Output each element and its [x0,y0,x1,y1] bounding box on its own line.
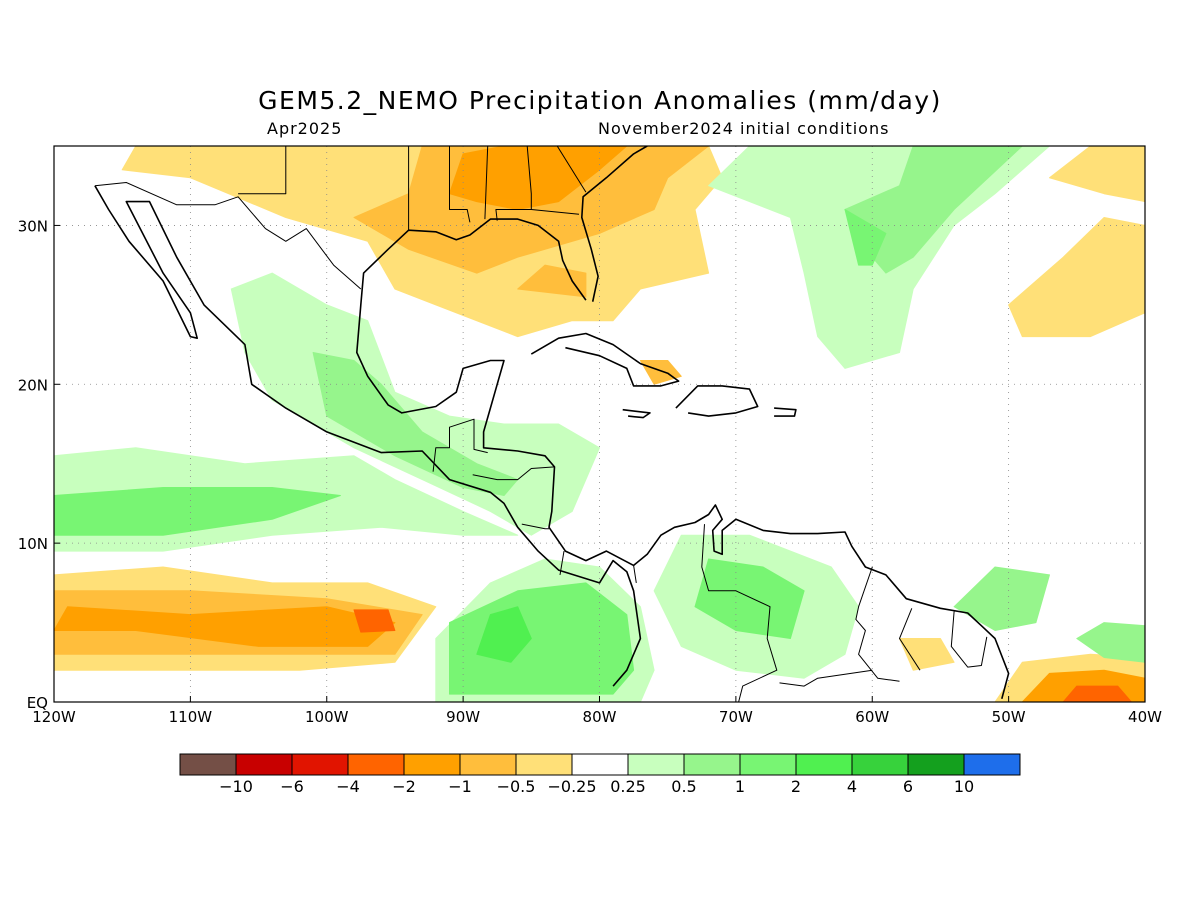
colorbar-swatch [515,753,573,776]
plot-frame [53,145,1146,703]
colorbar-swatch [459,753,517,776]
border-louisiana-mississippi [449,146,471,223]
border-brazil-border [779,669,873,687]
colorbar-label: 6 [902,777,914,796]
anomaly-region-venezuela-wet-core [694,558,805,639]
colorbar-label: −1 [448,777,472,796]
coastline-puerto-rico [774,407,797,417]
border-us-state-lines [238,146,287,195]
border-guyana-suriname [899,608,921,671]
colorbar-swatch [403,753,461,776]
anomaly-region-gulf-coast-dry-max [449,146,628,210]
x-tick-label: 70W [719,708,753,726]
colorbar-swatch [851,753,909,776]
x-tick-label: 50W [992,708,1026,726]
anomaly-region-pacific-itcz-wet-core [54,487,341,536]
anomaly-region-eastern-pacific-dry-max [54,606,396,647]
colorbar-label: 1 [734,777,746,796]
anomaly-region-tropical-atlantic-dry-peak [1062,685,1132,702]
chart-title: GEM5.2_NEMO Precipitation Anomalies (mm/… [258,86,942,115]
border-central-america-borders [472,466,555,481]
colorbar-swatch [963,753,1021,776]
valid-month: Apr2025 [267,119,343,138]
x-tick-label: 100W [305,708,349,726]
anomaly-region-guianas-dry [899,638,955,671]
border-mexico-guatemala [432,418,488,472]
x-tick-label: 80W [583,708,617,726]
border-colombia-venezuela [701,524,778,702]
colorbar-label: −2 [392,777,416,796]
border-us-mexico-border [94,182,362,290]
anomaly-region-panama-wet-max [476,606,532,663]
colorbar-label: 0.5 [671,777,697,796]
border-mississippi-alabama [484,146,489,220]
axis-ticks: 120W 110W 100W 90W 80W 70W 60W 50W 40W EQ 10N 20N 30… [18,217,1162,726]
border-venezuela-guyana [855,566,900,682]
coastline-gulf-caribbean-coast [355,218,1010,700]
anomaly-region-atlantic-wet-north-core [844,146,1023,274]
colorbar-swatch [739,753,797,776]
y-tick-label: EQ [27,694,48,712]
colorbar-swatch [291,753,349,776]
anomaly-shading [54,146,1145,702]
colorbar-swatch [683,753,741,776]
y-tick-label: 20N [18,376,48,394]
coastline-jamaica [622,408,651,419]
anomaly-region-atlantic-wet-inner [844,209,887,266]
border-georgia-carolina [556,146,587,193]
coastline-hispaniola [675,385,759,417]
colorbar-swatch [907,753,965,776]
x-tick-label: 60W [855,708,889,726]
coastline-north-america-pacific-coast [94,185,642,687]
colorbar-label: 10 [953,777,975,796]
anomaly-region-east-atlantic-dry [1008,217,1145,338]
colorbar-swatch [347,753,405,776]
x-tick-label: 110W [169,708,213,726]
colorbar [179,753,1021,776]
border-georgia-florida [531,209,580,215]
coastlines [94,146,1010,702]
anomaly-region-amazon-mouth-wet [953,566,1050,631]
x-tick-label: 40W [1128,708,1162,726]
colorbar-swatch [627,753,685,776]
y-tick-label: 10N [18,535,48,553]
colorbar-label: 2 [790,777,802,796]
border-nicaragua-costa-rica [521,523,549,530]
colorbar-swatch [571,753,629,776]
border-suriname-fg [950,611,988,668]
coastline-cuba [530,332,680,387]
colorbar-swatch [235,753,293,776]
coastline-us-atlantic-coast [580,146,648,302]
colorbar-label: −10 [219,777,253,796]
anomaly-region-eastern-pacific-dry-peak [353,609,396,633]
border-costa-rica-panama [559,551,565,575]
colorbar-label: −4 [336,777,360,796]
border-panama-colombia [633,565,637,583]
colorbar-label: −6 [280,777,304,796]
x-tick-label: 90W [446,708,480,726]
colorbar-label: 4 [846,777,858,796]
y-tick-label: 30N [18,217,48,235]
anomaly-region-panama-wet-core [449,582,635,695]
colorbar-label: 0.25 [610,777,646,796]
anomaly-region-far-east-atlantic-wet [1076,622,1145,663]
colorbar-label: −0.5 [496,777,536,796]
x-tick-label: 120W [32,708,76,726]
anomaly-region-northeast-dry [1049,146,1145,203]
colorbar-swatch [795,753,853,776]
anomaly-region-cuba-dry [639,360,682,385]
colorbar-label: −0.25 [547,777,597,796]
colorbar-swatch [179,753,237,776]
init-conditions: November2024 initial conditions [598,119,890,138]
